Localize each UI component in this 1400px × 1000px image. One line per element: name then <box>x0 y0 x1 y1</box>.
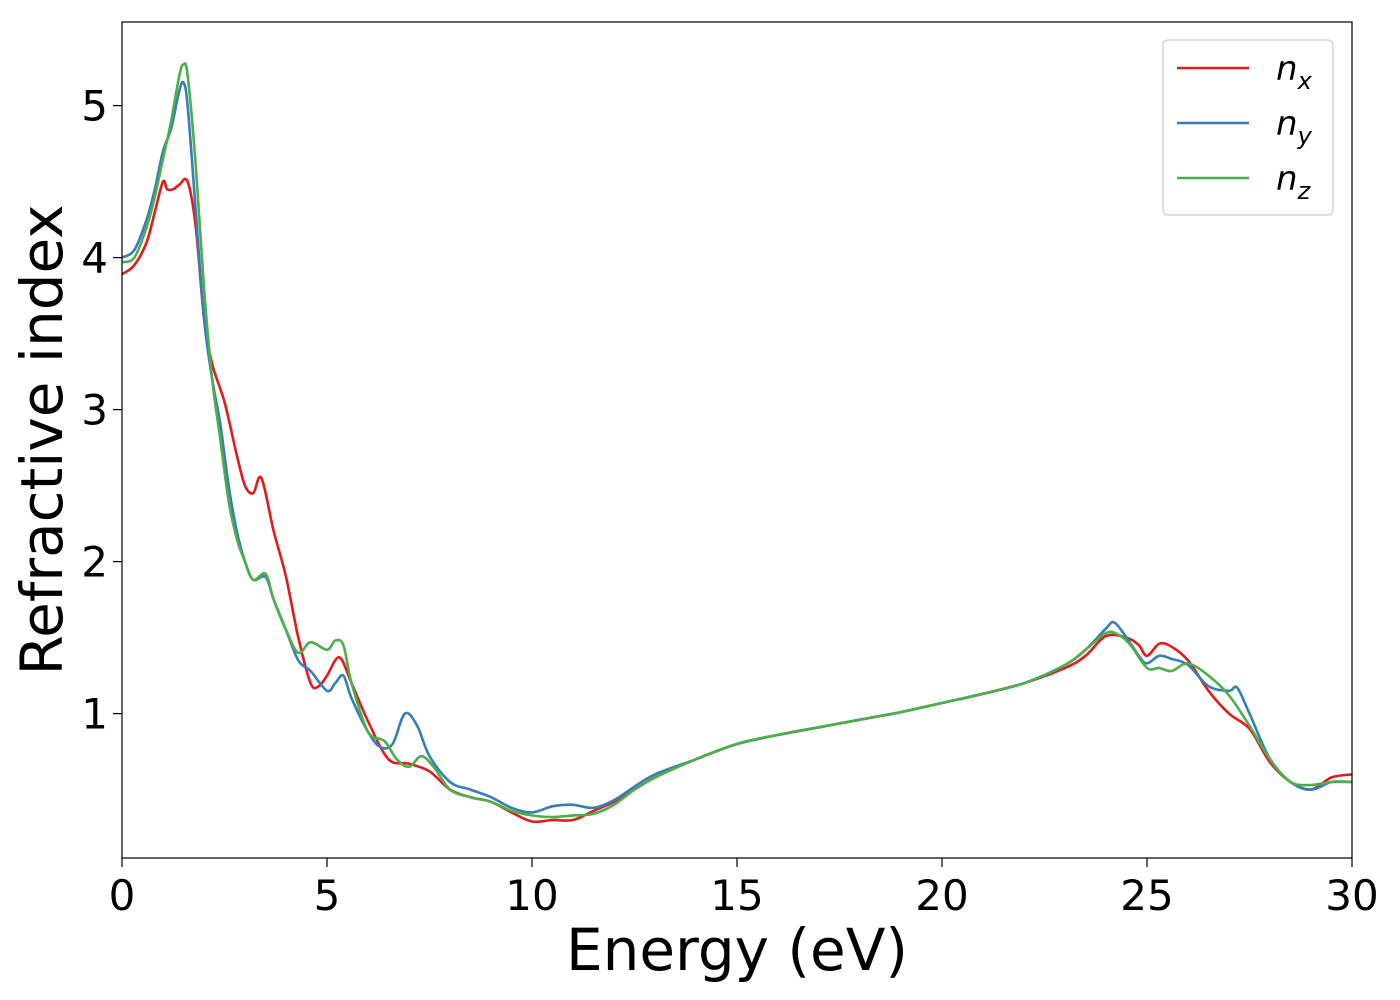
series-line-z <box>121 62 1353 819</box>
x-tick-label: 15 <box>710 871 763 920</box>
y-axis-ticks: 1 2 3 4 5 <box>81 82 122 739</box>
x-axis-ticks: 0 5 10 15 20 25 30 <box>109 858 1379 920</box>
legend-label-x: nx <box>1276 49 1313 95</box>
x-tick-label: 5 <box>314 871 341 920</box>
y-tick-label: 3 <box>81 386 108 435</box>
plot-lines <box>121 62 1353 824</box>
x-tick-label: 10 <box>505 871 558 920</box>
y-tick-label: 1 <box>81 690 108 739</box>
series-line-x <box>121 177 1353 824</box>
x-tick-label: 30 <box>1325 871 1378 920</box>
x-tick-label: 20 <box>915 871 968 920</box>
legend: nx ny nz <box>1162 39 1334 216</box>
legend-label-z: nz <box>1276 159 1312 205</box>
y-axis-label: Refractive index <box>8 204 76 675</box>
legend-label-y: ny <box>1276 104 1313 150</box>
x-tick-label: 0 <box>109 871 136 920</box>
x-tick-label: 25 <box>1120 871 1173 920</box>
x-axis-label: Energy (eV) <box>566 916 908 984</box>
y-tick-label: 4 <box>81 234 108 283</box>
y-tick-label: 2 <box>81 538 108 587</box>
legend-box <box>1162 39 1334 216</box>
y-tick-label: 5 <box>81 82 108 131</box>
